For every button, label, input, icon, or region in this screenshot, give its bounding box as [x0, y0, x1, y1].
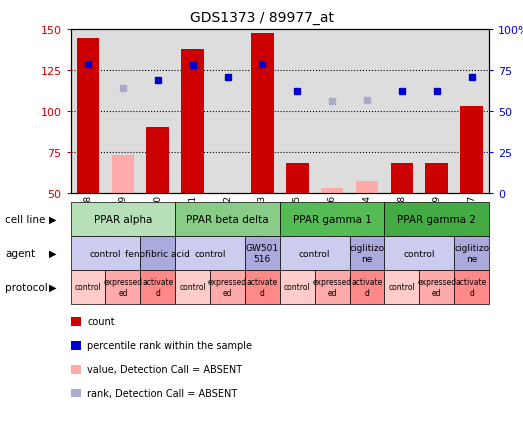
Bar	[251, 33, 274, 193]
Bar	[321, 188, 344, 193]
Text: activate
d: activate d	[351, 278, 383, 297]
Text: control: control	[90, 249, 121, 258]
Text: expressed
ed: expressed ed	[208, 278, 247, 297]
Text: PPAR alpha: PPAR alpha	[94, 215, 152, 224]
Text: control: control	[195, 249, 226, 258]
Text: rank, Detection Call = ABSENT: rank, Detection Call = ABSENT	[87, 388, 237, 398]
Text: ciglitizo
ne: ciglitizo ne	[454, 244, 489, 263]
Bar	[146, 128, 169, 193]
Text: agent: agent	[5, 249, 36, 258]
Text: PPAR beta delta: PPAR beta delta	[186, 215, 269, 224]
Text: GDS1373 / 89977_at: GDS1373 / 89977_at	[189, 11, 334, 25]
Text: control: control	[284, 283, 311, 292]
Text: control: control	[404, 249, 435, 258]
Bar	[425, 164, 448, 193]
Bar	[111, 156, 134, 193]
Text: percentile rank within the sample: percentile rank within the sample	[87, 341, 252, 350]
Text: GW501
516: GW501 516	[246, 244, 279, 263]
Text: protocol: protocol	[5, 283, 48, 292]
Text: cell line: cell line	[5, 215, 46, 224]
Text: PPAR gamma 2: PPAR gamma 2	[397, 215, 476, 224]
Text: ▶: ▶	[49, 249, 56, 258]
Text: control: control	[179, 283, 206, 292]
Text: value, Detection Call = ABSENT: value, Detection Call = ABSENT	[87, 365, 243, 374]
Text: expressed
ed: expressed ed	[104, 278, 142, 297]
Bar	[356, 182, 378, 193]
Text: ▶: ▶	[49, 283, 56, 292]
Text: ciglitizo
ne: ciglitizo ne	[349, 244, 384, 263]
Bar	[460, 107, 483, 193]
Text: control: control	[389, 283, 415, 292]
Text: activate
d: activate d	[456, 278, 487, 297]
Bar	[77, 39, 99, 193]
Text: expressed
ed: expressed ed	[313, 278, 351, 297]
Text: expressed
ed: expressed ed	[417, 278, 456, 297]
Bar	[181, 50, 204, 193]
Text: activate
d: activate d	[247, 278, 278, 297]
Bar	[391, 164, 413, 193]
Text: PPAR gamma 1: PPAR gamma 1	[293, 215, 371, 224]
Text: fenofibric acid: fenofibric acid	[126, 249, 190, 258]
Text: control: control	[75, 283, 101, 292]
Text: activate
d: activate d	[142, 278, 174, 297]
Text: control: control	[299, 249, 331, 258]
Bar	[286, 164, 309, 193]
Text: ▶: ▶	[49, 215, 56, 224]
Text: count: count	[87, 317, 115, 326]
